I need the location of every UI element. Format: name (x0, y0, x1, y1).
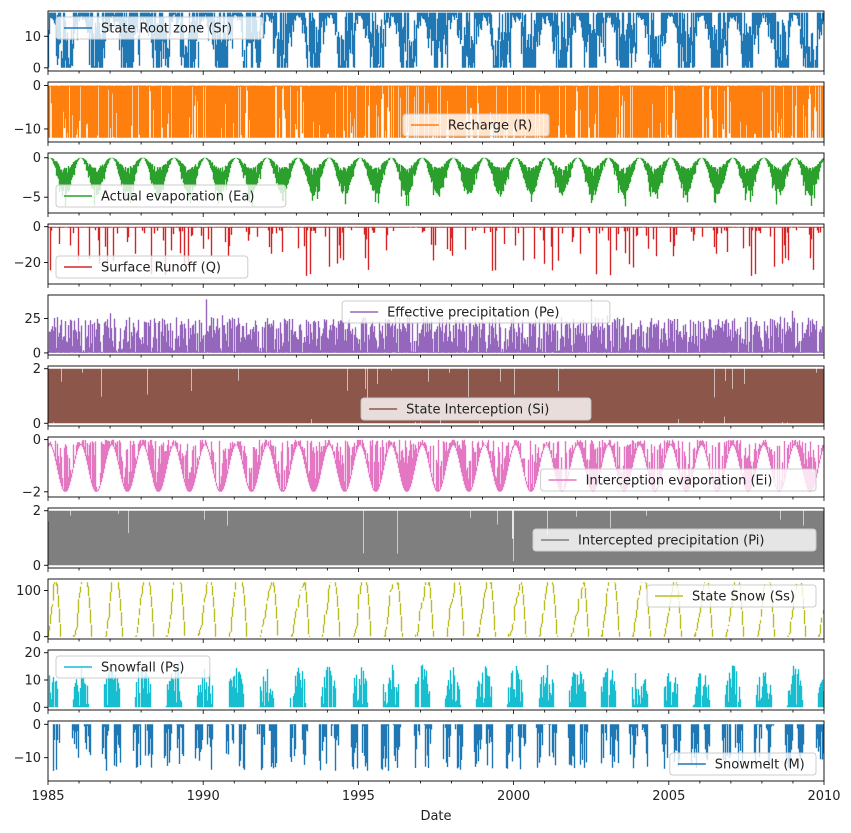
x-tick-label: 2010 (807, 789, 840, 804)
y-tick-label: 0 (33, 61, 41, 76)
panel-pi: 0 2 Intercepted precipitation (Pi) (33, 504, 825, 574)
y-tick-label: −20 (14, 256, 41, 271)
legend-box (646, 584, 817, 608)
panel-ei: 0 −2 Interception evaporation (Ei) (22, 433, 825, 501)
legend-box (540, 468, 817, 492)
legend: Surface Runoff (Q) (55, 255, 249, 279)
axes-frame (47, 294, 825, 356)
panel-m: 0 −10 Snowmelt (M) (14, 718, 825, 785)
legend: Interception evaporation (Ei) (540, 468, 817, 492)
legend-label: Intercepted precipitation (Pi) (578, 534, 764, 549)
panel-sr: 0 10 State Root zone (Sr) (24, 10, 825, 76)
x-axis-label: Date (420, 809, 451, 824)
legend: Recharge (R) (402, 113, 550, 137)
axes-frame (47, 152, 825, 214)
y-tick-label: −10 (14, 751, 41, 766)
series-line-q (48, 226, 824, 276)
series-line-si (48, 368, 824, 424)
axes-frame (47, 10, 825, 72)
legend-label: Snowmelt (M) (715, 758, 805, 773)
series-line-ea (48, 157, 824, 207)
legend-box (669, 752, 817, 776)
series-line-recharge (48, 85, 824, 138)
legend: Snowmelt (M) (669, 752, 817, 776)
y-tick-label: 20 (24, 646, 41, 661)
axes-frame (47, 365, 825, 427)
y-tick-label: 0 (33, 346, 41, 361)
panel-ea: 0 −5 Actual evaporation (Ea) (22, 151, 825, 217)
x-tick-label: 2005 (652, 789, 685, 804)
y-tick-label: 0 (33, 417, 41, 432)
series-line-ss (48, 582, 824, 637)
x-axis: 1985 1990 1995 2000 2005 2010 (31, 789, 840, 804)
series-line-ps (48, 662, 824, 708)
axes-frame (47, 507, 825, 569)
legend-box (55, 184, 287, 208)
legend: State Root zone (Sr) (55, 16, 264, 40)
legend-box (55, 16, 264, 40)
y-tick-label: 10 (24, 30, 41, 45)
legend: Effective precipitation (Pe) (341, 300, 611, 324)
y-tick-label: 100 (16, 584, 41, 599)
legend: Actual evaporation (Ea) (55, 184, 287, 208)
legend-label: Recharge (R) (448, 119, 532, 134)
legend-box (532, 528, 817, 552)
panel-q: 0 −20 Surface Runoff (Q) (14, 220, 825, 288)
legend-label: State Root zone (Sr) (101, 22, 232, 37)
panel-ps: 0 10 20 Snowfall (Ps) (24, 646, 825, 716)
axes-frame (47, 720, 825, 782)
legend-box (55, 655, 211, 679)
y-tick-label: 0 (33, 701, 41, 716)
legend: Intercepted precipitation (Pi) (532, 528, 817, 552)
x-tick-label: 1985 (31, 789, 64, 804)
panel-pe: 0 25 Effective precipitation (Pe) (24, 294, 825, 361)
legend-label: Effective precipitation (Pe) (387, 306, 559, 321)
legend: State Snow (Ss) (646, 584, 817, 608)
x-tick-label: 2000 (497, 789, 530, 804)
x-tick-label: 1990 (187, 789, 220, 804)
axes-frame (47, 81, 825, 143)
y-tick-label: 0 (33, 79, 41, 94)
y-tick-label: 2 (33, 504, 41, 519)
legend: Snowfall (Ps) (55, 655, 211, 679)
y-tick-label: −5 (22, 191, 41, 206)
axes-frame (47, 578, 825, 640)
panel-ss: 0 100 State Snow (Ss) (16, 578, 825, 645)
x-tick-label: 1995 (342, 789, 375, 804)
y-tick-label: −10 (14, 122, 41, 137)
y-tick-label: 0 (33, 433, 41, 448)
legend-box (341, 300, 611, 324)
y-tick-label: 10 (24, 674, 41, 689)
y-tick-label: 0 (33, 220, 41, 235)
legend-box (55, 255, 249, 279)
legend-label: Actual evaporation (Ea) (101, 190, 254, 205)
y-tick-label: 0 (33, 718, 41, 733)
y-tick-label: 25 (24, 312, 41, 327)
legend-box (402, 113, 550, 137)
panel-recharge: 0 −10 Recharge (R) (14, 79, 825, 146)
series-line-ei (48, 439, 824, 492)
panel-si: 0 2 State Interception (Si) (33, 362, 825, 432)
axes-frame (47, 436, 825, 498)
series-line-pe (48, 299, 824, 353)
y-tick-label: 0 (33, 630, 41, 645)
y-tick-label: 0 (33, 559, 41, 574)
legend: State Interception (Si) (360, 397, 592, 421)
y-tick-label: 2 (33, 362, 41, 377)
legend-label: Snowfall (Ps) (101, 661, 185, 676)
axes-frame (47, 223, 825, 285)
y-tick-label: 0 (33, 151, 41, 166)
y-tick-label: −2 (22, 485, 41, 500)
legend-label: Interception evaporation (Ei) (586, 474, 773, 489)
legend-label: State Interception (Si) (406, 403, 549, 418)
legend-label: Surface Runoff (Q) (101, 261, 221, 276)
legend-box (360, 397, 592, 421)
series-line-m (52, 724, 824, 771)
legend-label: State Snow (Ss) (692, 590, 795, 605)
